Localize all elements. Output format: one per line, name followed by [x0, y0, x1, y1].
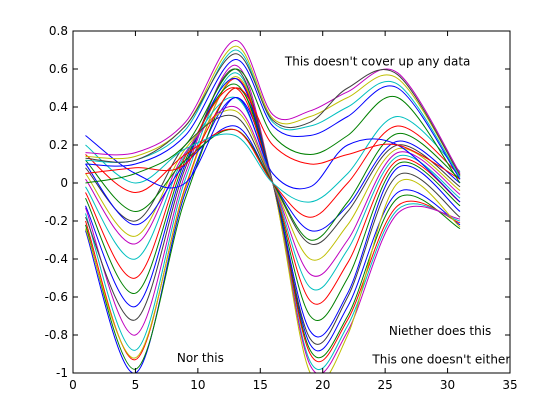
y-tick-label: 0	[60, 176, 68, 190]
annotations: This doesn't cover up any data Niether do…	[177, 54, 510, 366]
x-axis-ticks: 0 5 10 15 20 25 30 35	[69, 31, 518, 392]
x-tick-label: 35	[502, 378, 517, 392]
y-tick-label: 0.8	[49, 24, 68, 38]
x-tick-label: 0	[69, 378, 77, 392]
y-tick-label: 0.2	[49, 138, 68, 152]
x-tick-label: 5	[132, 378, 140, 392]
y-tick-label: -0.6	[45, 290, 68, 304]
axes-frame	[72, 30, 511, 374]
y-tick-label: -0.4	[45, 252, 68, 266]
annotation-text: This one doesn't either	[371, 353, 510, 367]
series-line-24	[85, 45, 461, 176]
x-tick-label: 20	[315, 378, 330, 392]
series-line-19	[85, 96, 461, 203]
y-axis-ticks: -1 -0.8 -0.6 -0.4 -0.2 0 0.2 0.4 0.6 0.8	[45, 24, 510, 380]
series-line-8	[85, 77, 461, 338]
y-tick-label: -0.2	[45, 214, 68, 228]
series-line-22	[85, 58, 461, 180]
annotation-text: Niether does this	[389, 324, 491, 338]
y-tick-label: -1	[56, 366, 68, 380]
annotation-text: Nor this	[177, 351, 224, 365]
series-line-25	[85, 39, 461, 174]
series-line-20	[85, 87, 461, 180]
series-line-15	[85, 125, 461, 232]
x-tick-label: 15	[253, 378, 268, 392]
series-line-23	[85, 49, 461, 178]
y-tick-label: 0.4	[49, 100, 68, 114]
x-tick-label: 30	[440, 378, 455, 392]
x-tick-label: 25	[378, 378, 393, 392]
series-line-3	[85, 77, 461, 363]
annotation-text: This doesn't cover up any data	[284, 54, 470, 68]
series-lines	[85, 39, 461, 373]
series-line-21	[85, 68, 461, 184]
series-line-18	[85, 115, 461, 203]
y-tick-label: 0.6	[49, 62, 68, 76]
y-tick-label: -0.8	[45, 328, 68, 342]
x-tick-label: 10	[190, 378, 205, 392]
series-line-7	[85, 68, 461, 345]
series-line-26	[85, 53, 461, 176]
